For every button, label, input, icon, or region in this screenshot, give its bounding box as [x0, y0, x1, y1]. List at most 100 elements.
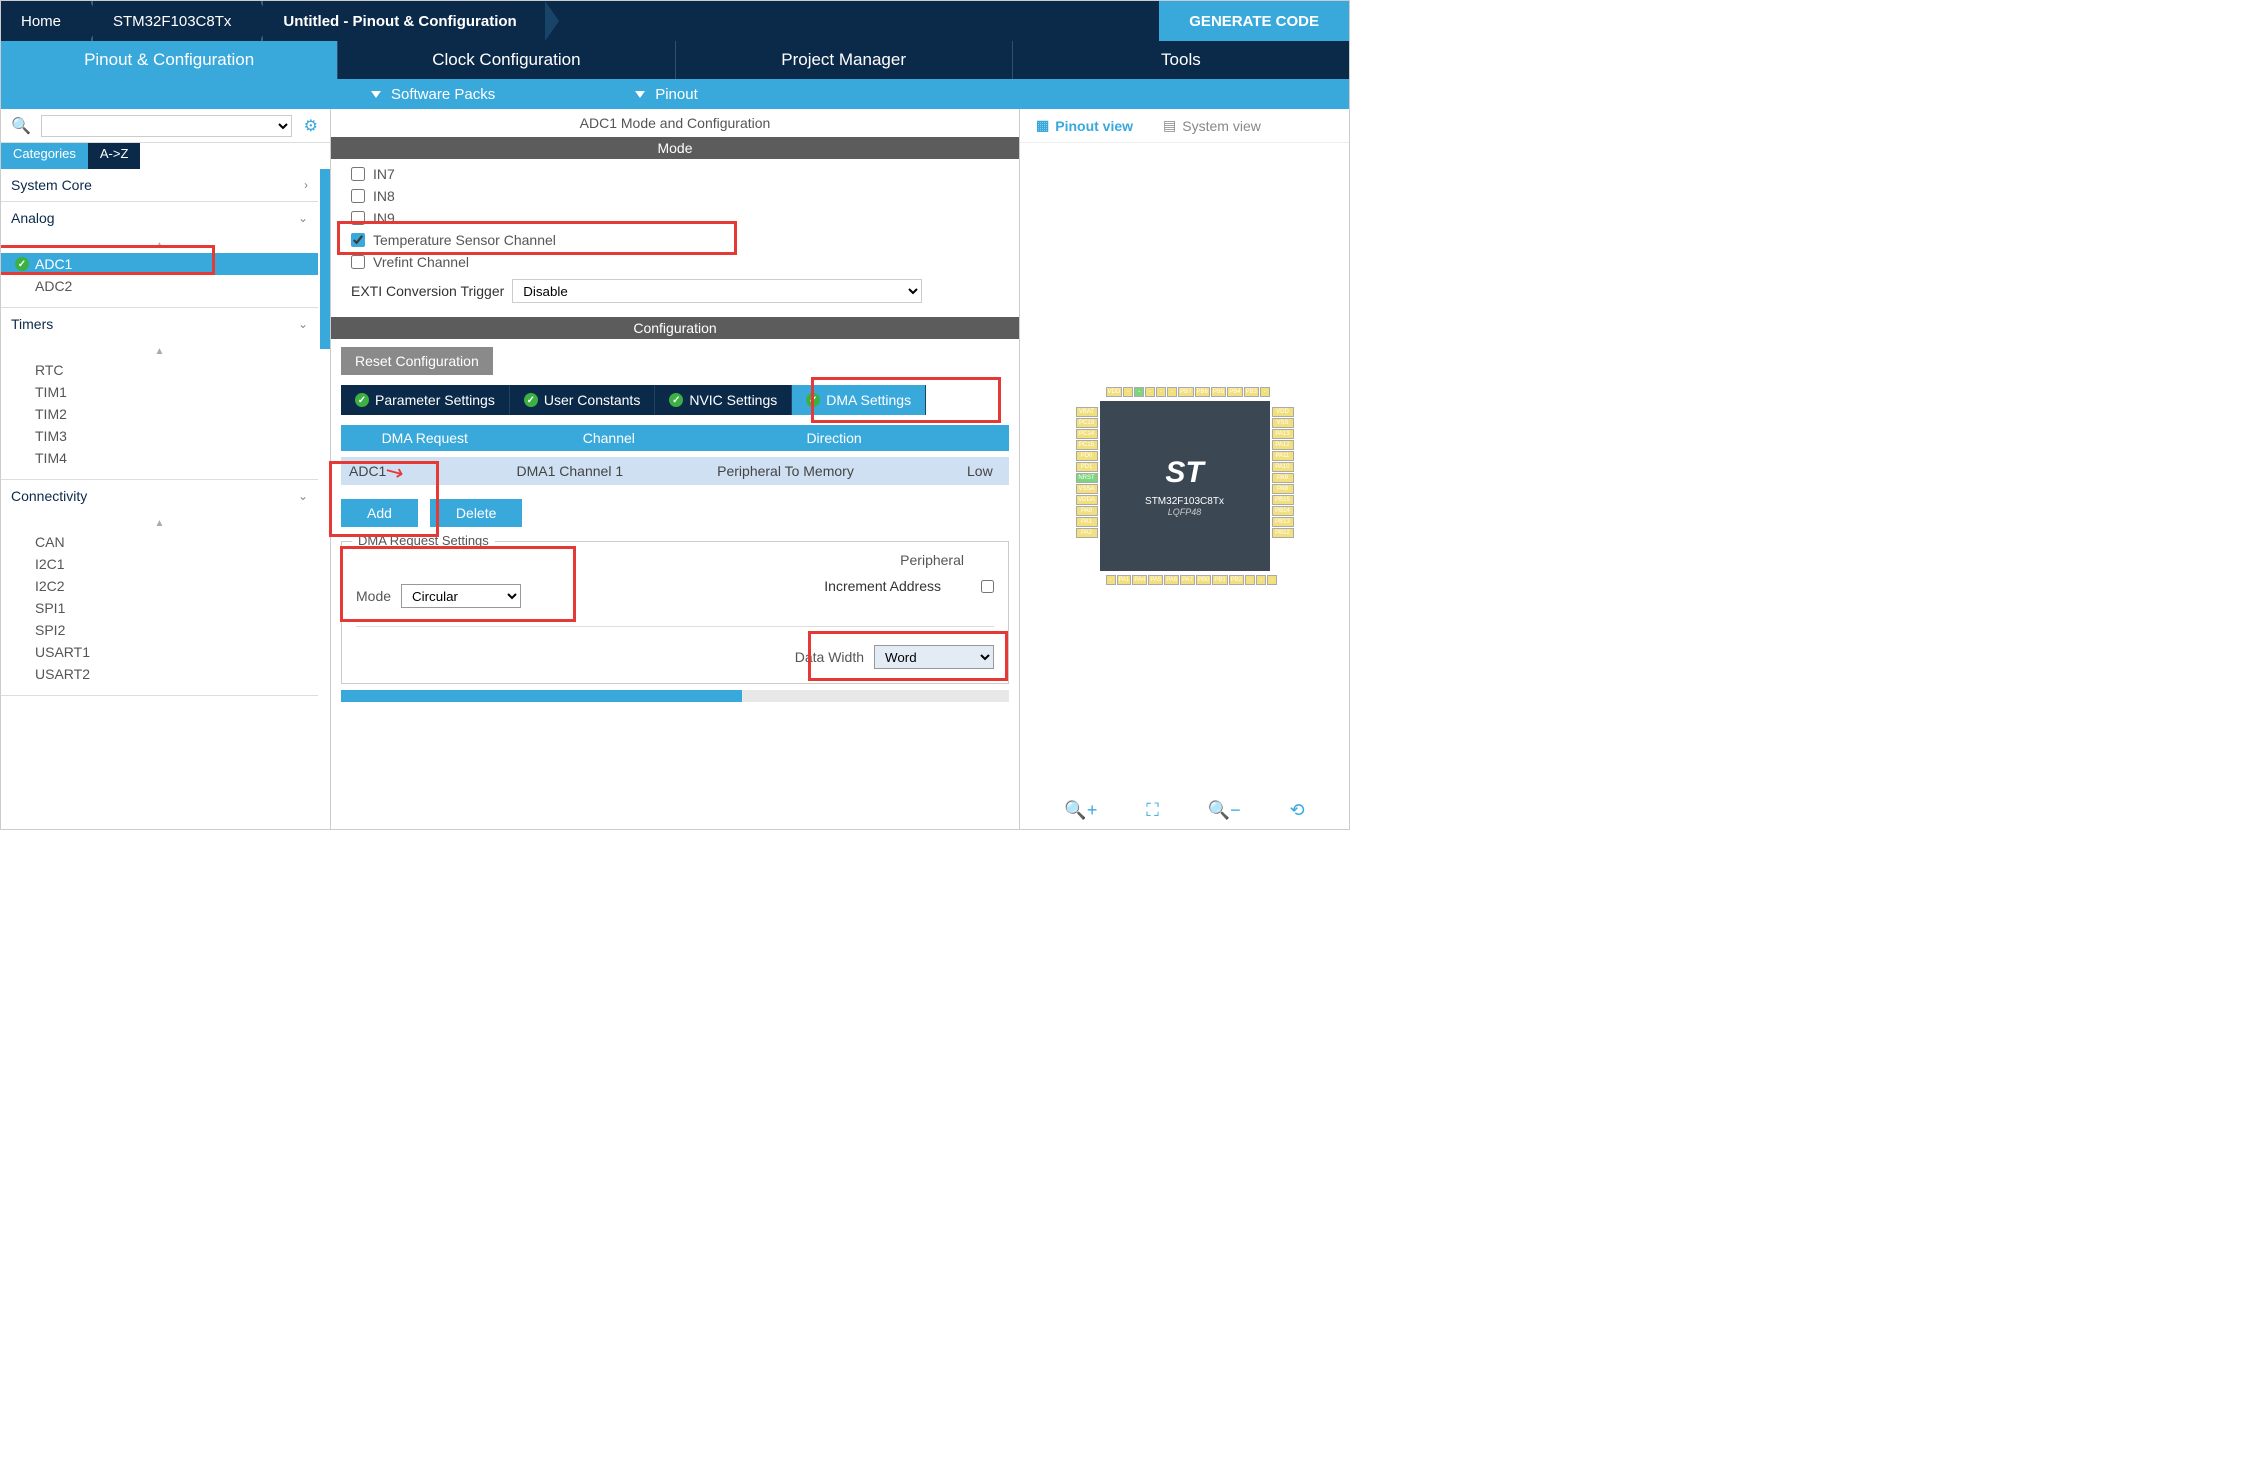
- check-circle-icon: ✓: [669, 393, 683, 407]
- mode-header: Mode: [331, 137, 1019, 159]
- item-rtc[interactable]: RTC: [1, 359, 318, 381]
- system-view-tab[interactable]: ▤ System view: [1163, 117, 1261, 134]
- sidebar-scrollbar-thumb[interactable]: [320, 169, 330, 349]
- pins-bottom: -PA1PA4PA5PA6PA7PB0PB1PB2---: [1106, 575, 1278, 585]
- ctab-nvic-settings[interactable]: ✓NVIC Settings: [655, 385, 792, 415]
- chk-vrefint[interactable]: [351, 255, 365, 269]
- sidebar-tab-categories[interactable]: Categories: [1, 143, 88, 169]
- chevron-down-icon: ⌄: [298, 211, 308, 225]
- item-tim2[interactable]: TIM2: [1, 403, 318, 425]
- center-title: ADC1 Mode and Configuration: [331, 109, 1019, 137]
- generate-code-button[interactable]: GENERATE CODE: [1159, 1, 1349, 41]
- left-sidebar: 🔍 ⚙ Categories A->Z System Core› Analog⌄: [1, 109, 331, 829]
- item-usart1[interactable]: USART1: [1, 641, 318, 663]
- crumb-page[interactable]: Untitled - Pinout & Configuration: [263, 1, 546, 41]
- ctab-parameter-settings[interactable]: ✓Parameter Settings: [341, 385, 510, 415]
- reset-config-button[interactable]: Reset Configuration: [341, 347, 493, 375]
- ctab-user-constants[interactable]: ✓User Constants: [510, 385, 655, 415]
- peripheral-label: Peripheral: [900, 552, 994, 568]
- pinout-dropdown[interactable]: Pinout: [635, 86, 698, 103]
- pins-top: VDD-----PB7PB6PB5PB4PB3-: [1106, 387, 1270, 397]
- view-tabs: ▦ Pinout view ▤ System view: [1020, 109, 1349, 143]
- cell-channel: DMA1 Channel 1: [509, 454, 710, 485]
- tab-pinout-config[interactable]: Pinout & Configuration: [1, 41, 337, 79]
- chk-temp-sensor[interactable]: [351, 233, 365, 247]
- increment-address-label: Increment Address: [824, 578, 941, 594]
- lbl-in7: IN7: [373, 166, 395, 182]
- gear-icon[interactable]: ⚙: [298, 116, 324, 136]
- item-tim4[interactable]: TIM4: [1, 447, 318, 469]
- chk-in9[interactable]: [351, 211, 365, 225]
- tab-clock-config[interactable]: Clock Configuration: [337, 41, 674, 79]
- mode-select[interactable]: Circular: [401, 584, 521, 608]
- th-direction[interactable]: Direction: [709, 425, 959, 454]
- item-i2c1[interactable]: I2C1: [1, 553, 318, 575]
- chip-graphic: VDD-----PB7PB6PB5PB4PB3- -PA1PA4PA5PA6PA…: [1100, 401, 1270, 571]
- collapse-up-icon[interactable]: ▲: [1, 516, 318, 531]
- item-spi1[interactable]: SPI1: [1, 597, 318, 619]
- item-adc2[interactable]: ADC2: [1, 275, 318, 297]
- config-header: Configuration: [331, 317, 1019, 339]
- chk-increment-peripheral[interactable]: [981, 580, 994, 593]
- item-i2c2[interactable]: I2C2: [1, 575, 318, 597]
- lbl-in9: IN9: [373, 210, 395, 226]
- sidebar-tab-az[interactable]: A->Z: [88, 143, 141, 169]
- item-can[interactable]: CAN: [1, 531, 318, 553]
- app-root: Home STM32F103C8Tx Untitled - Pinout & C…: [0, 0, 1350, 830]
- h-scroll-thumb[interactable]: [341, 690, 742, 702]
- cat-system-core[interactable]: System Core›: [1, 169, 318, 201]
- collapse-up-icon[interactable]: ▲: [1, 344, 318, 359]
- dma-table-row[interactable]: ADC1 ↘ DMA1 Channel 1 Peripheral To Memo…: [341, 454, 1009, 485]
- chip-view[interactable]: VDD-----PB7PB6PB5PB4PB3- -PA1PA4PA5PA6PA…: [1020, 143, 1349, 829]
- cat-timers[interactable]: Timers⌄: [1, 308, 318, 340]
- check-circle-icon: ✓: [15, 257, 29, 271]
- cat-connectivity[interactable]: Connectivity⌄: [1, 480, 318, 512]
- fieldset-legend: DMA Request Settings: [352, 533, 495, 548]
- rotate-icon[interactable]: ⟲: [1289, 800, 1304, 821]
- category-list: System Core› Analog⌄ ▲ ✓ ADC1: [1, 169, 330, 829]
- grid-icon: ▦: [1036, 117, 1049, 134]
- sidebar-search-row: 🔍 ⚙: [1, 109, 330, 143]
- tab-project-manager[interactable]: Project Manager: [675, 41, 1012, 79]
- search-input[interactable]: [41, 115, 292, 137]
- th-channel[interactable]: Channel: [509, 425, 710, 454]
- sub-toolbar: Software Packs Pinout: [1, 79, 1349, 109]
- th-dma-request[interactable]: DMA Request: [341, 425, 509, 454]
- data-width-select[interactable]: Word: [874, 645, 994, 669]
- horizontal-scrollbar[interactable]: [341, 690, 1009, 702]
- th-priority[interactable]: [959, 425, 1009, 454]
- zoom-toolbar: 🔍+ ⛶ 🔍− ⟲: [1020, 800, 1349, 821]
- pins-right: VDDVSSPA13PA12PA11PA10PA9PA8PB15PB14PB13…: [1272, 407, 1294, 538]
- fullscreen-icon[interactable]: ⛶: [1146, 800, 1159, 821]
- crumb-chip[interactable]: STM32F103C8Tx: [93, 1, 261, 41]
- ctab-dma-settings[interactable]: ✓DMA Settings: [792, 385, 926, 415]
- check-circle-icon: ✓: [355, 393, 369, 407]
- item-spi2[interactable]: SPI2: [1, 619, 318, 641]
- chk-in7[interactable]: [351, 167, 365, 181]
- collapse-up-icon[interactable]: ▲: [1, 238, 318, 253]
- add-button[interactable]: Add: [341, 499, 418, 527]
- crumb-home[interactable]: Home: [1, 1, 91, 41]
- exti-select[interactable]: Disable: [512, 279, 922, 303]
- item-usart2[interactable]: USART2: [1, 663, 318, 685]
- config-body: Reset Configuration ✓Parameter Settings …: [331, 339, 1019, 712]
- pinout-view-tab[interactable]: ▦ Pinout view: [1036, 117, 1133, 134]
- item-tim1[interactable]: TIM1: [1, 381, 318, 403]
- software-packs-dropdown[interactable]: Software Packs: [371, 86, 495, 103]
- chk-in8[interactable]: [351, 189, 365, 203]
- tab-tools[interactable]: Tools: [1012, 41, 1349, 79]
- zoom-out-icon[interactable]: 🔍−: [1208, 800, 1241, 821]
- search-icon[interactable]: 🔍: [7, 116, 35, 136]
- item-adc1[interactable]: ✓ ADC1: [1, 253, 318, 275]
- chevron-down-icon: ⌄: [298, 489, 308, 503]
- chip-package: LQFP48: [1168, 507, 1202, 517]
- zoom-in-icon[interactable]: 🔍+: [1064, 800, 1097, 821]
- pins-left: VBATPC13PC14PC15PD0PD1NRSTVSSAVDDAPA0PA1…: [1076, 407, 1098, 538]
- cell-priority: Low: [959, 454, 1009, 485]
- breadcrumb-bar: Home STM32F103C8Tx Untitled - Pinout & C…: [1, 1, 1349, 41]
- data-width-label: Data Width: [795, 649, 864, 665]
- check-circle-icon: ✓: [806, 393, 820, 407]
- cat-analog[interactable]: Analog⌄: [1, 202, 318, 234]
- delete-button[interactable]: Delete: [430, 499, 522, 527]
- item-tim3[interactable]: TIM3: [1, 425, 318, 447]
